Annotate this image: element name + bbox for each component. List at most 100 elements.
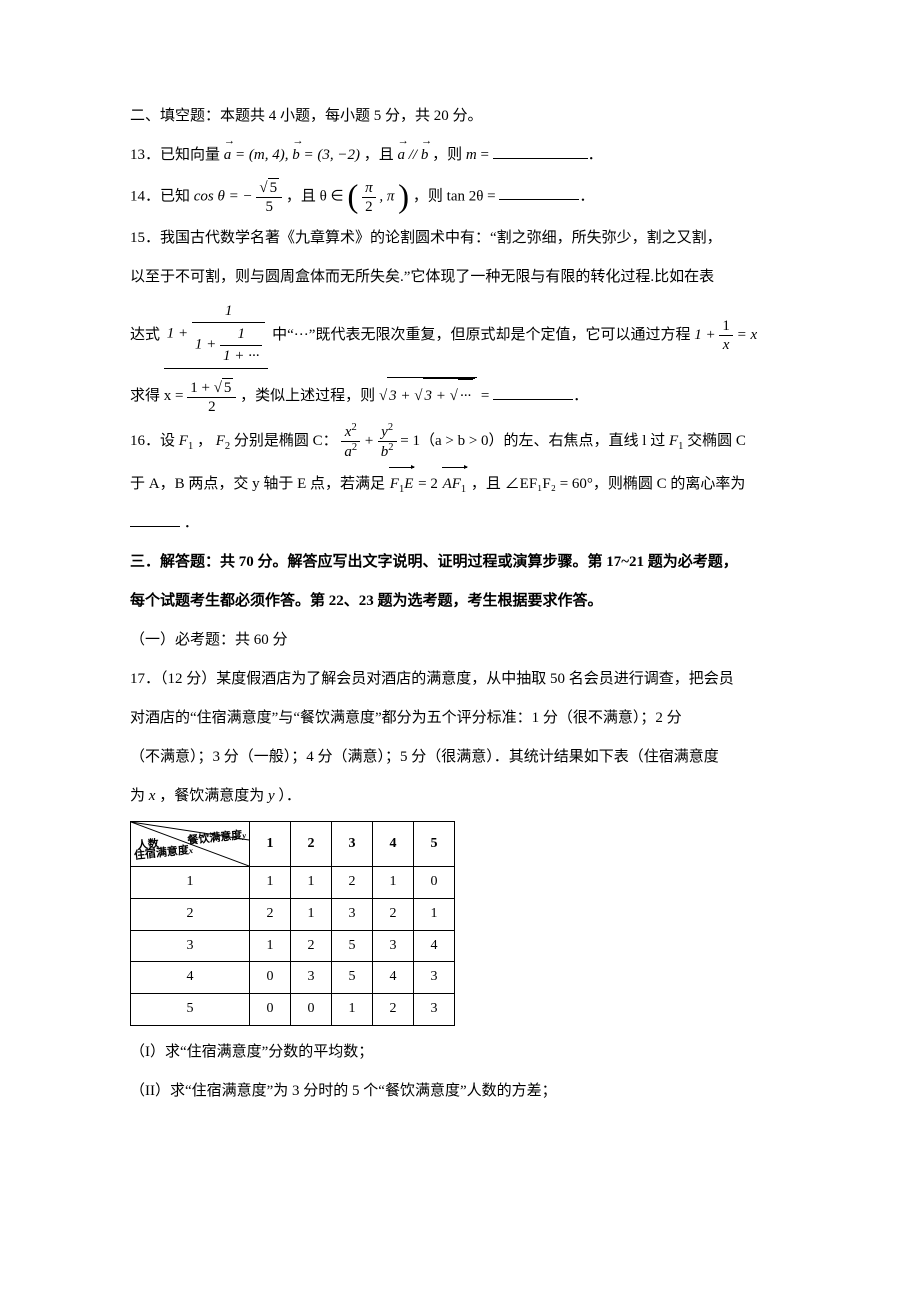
q15-nested-rad: 3 + 3 + ··· [379,388,481,404]
q16-l1: 16．设 F1 ， F2 分别是椭圆 C： x2 a2 + y2 b2 = 1（… [130,422,800,461]
q16-f2: F2 [216,433,230,449]
table-cell: 2 [250,898,291,930]
satisfaction-table: 餐饮满意度y 人数 住宿满意度x 1 2 3 4 5 1 1 1 2 1 0 2… [130,821,455,1026]
q16-y2b2: y2 b2 [378,422,397,461]
q14-tail: ，则 tan 2θ = [413,188,496,204]
q14-lparen: ( [347,179,358,215]
table-cell: 5 [332,962,373,994]
row-label: 1 [131,866,250,898]
q16-eq2: = 2 [418,476,438,492]
q15-eq: = [481,388,489,404]
q16-prefix: 16．设 [130,433,175,449]
q13: 13．已知向量 a = (m, 4), b = (3, −2) ，且 a // … [130,139,800,172]
q13-expr: a = (m, 4), b = (3, −2) [224,147,364,163]
table-cell: 2 [373,898,414,930]
q15-l4: 求得 x = 1 + 5 2 ，类似上述过程，则 3 + 3 + ··· = ． [130,377,800,416]
q17-l2: 对酒店的“住宿满意度”与“餐饮满意度”都分为五个评分标准：1 分（很不满意）；2… [130,702,800,735]
q16-eq1: = 1（a > b > 0）的左、右焦点，直线 l 过 [400,433,665,449]
q14-prefix: 14．已知 [130,188,190,204]
q15-golden: 1 + 5 2 [187,378,236,416]
q17-part2: （II）求“住宿满意度”为 3 分时的 5 个“餐饮满意度”人数的方差； [130,1075,800,1108]
table-row: 3 1 2 5 3 4 [131,930,455,962]
q16-period: ． [184,515,199,531]
table-cell: 4 [373,962,414,994]
q16-vec2: AF1 [442,476,468,492]
row-label: 2 [131,898,250,930]
col-header: 4 [373,821,414,866]
table-cell: 1 [332,994,373,1026]
table-cell: 1 [291,898,332,930]
q14-frac1: 5 5 [256,178,282,216]
table-cell: 3 [373,930,414,962]
q14-pi2: π 2 [362,179,376,216]
table-cell: 1 [373,866,414,898]
table-header-row: 餐饮满意度y 人数 住宿满意度x 1 2 3 4 5 [131,821,455,866]
q16-plus: + [364,433,378,449]
q15-1overx: 1 x [719,317,733,354]
table-cell: 0 [414,866,455,898]
table-cell: 2 [373,994,414,1026]
q17-part1: （I）求“住宿满意度”分数的平均数； [130,1036,800,1069]
section3-heading2: 每个试题考生都必须作答。第 22、23 题为选考题，考生根据要求作答。 [130,585,800,618]
table-cell: 1 [414,898,455,930]
table-cell: 1 [250,930,291,962]
table-row: 1 1 1 2 1 0 [131,866,455,898]
q15-eq1: 1 + [694,327,719,343]
table-row: 2 2 1 3 2 1 [131,898,455,930]
table-cell: 3 [291,962,332,994]
q13-parallel: a // b [397,147,428,163]
q16-comma: ， [197,433,212,449]
col-header: 2 [291,821,332,866]
table-cell: 1 [291,866,332,898]
q13-prefix: 13．已知向量 [130,147,224,163]
q16-mid1: 分别是椭圆 C： [234,433,338,449]
col-header: 5 [414,821,455,866]
table-corner-cell: 餐饮满意度y 人数 住宿满意度x [131,821,250,866]
q17-l1: 17．（12 分）某度假酒店为了解会员对酒店的满意度，从中抽取 50 名会员进行… [130,663,800,696]
row-label: 4 [131,962,250,994]
q14-cos: cos θ = − [194,188,257,204]
q13-m: m [466,147,477,163]
table-cell: 3 [332,898,373,930]
row-label: 5 [131,994,250,1026]
table-cell: 2 [291,930,332,962]
q13-text-mid: ，且 [364,147,398,163]
q15-l3b: 中“···”既代表无限次重复，但原式却是个定值，它可以通过方程 [272,327,690,343]
table-row: 4 0 3 5 4 3 [131,962,455,994]
q15-eqx: = x [737,327,758,343]
q16-l3: ． [130,507,800,540]
q16-l2: 于 A，B 两点，交 y 轴于 E 点，若满足 F1E = 2 AF1 ，且 ∠… [130,467,800,501]
q16-mid2: 交椭圆 C [687,433,746,449]
row-label: 3 [131,930,250,962]
q15-l1: 15．我国古代数学名著《九章算术》的论割圆术中有：“割之弥细，所失弥少，割之又割… [130,222,800,255]
q13-text-then: ，则 [432,147,466,163]
q14-blank [499,184,579,200]
col-header: 1 [250,821,291,866]
q16-x2a2: x2 a2 [341,422,360,461]
q15-l2: 以至于不可割，则与圆周盒体而无所失矣.”它体现了一种无限与有限的转化过程.比如在… [130,261,800,294]
q17-l3: （不满意）；3 分（一般）；4 分（满意）；5 分（很满意）．其统计结果如下表（… [130,741,800,774]
q14-mid: ，且 θ ∈ [286,188,344,204]
q16-f1b: F1 [669,433,683,449]
table-cell: 3 [414,994,455,1026]
table-cell: 0 [250,994,291,1026]
q15-blank [493,384,573,400]
q15-l3: 达式 1 + 1 1 + 1 1 + ··· 中“···”既代表无限次重复，但原… [130,300,800,371]
q15-l3a: 达式 [130,327,160,343]
q13-blank [493,143,588,159]
section3-heading1: 三．解答题：共 70 分。解答应写出文字说明、证明过程或演算步骤。第 17~21… [130,546,800,579]
table-cell: 0 [291,994,332,1026]
table-cell: 5 [332,930,373,962]
table-cell: 4 [414,930,455,962]
table-cell: 2 [332,866,373,898]
table-row: 5 0 0 1 2 3 [131,994,455,1026]
q14-interval-mid: , π [379,188,394,204]
q15-l4b: ，类似上述过程，则 [240,388,375,404]
q16-l2a: 于 A，B 两点，交 y 轴于 E 点，若满足 [130,476,385,492]
q14: 14．已知 cos θ = − 5 5 ，且 θ ∈ ( π 2 , π ) ，… [130,178,800,216]
section2-heading: 二、填空题：本题共 4 小题，每小题 5 分，共 20 分。 [130,100,800,133]
q16-blank [130,511,180,527]
table-cell: 1 [250,866,291,898]
q16-f1: F1 [179,433,193,449]
section3-sub: （一）必考题：共 60 分 [130,624,800,657]
